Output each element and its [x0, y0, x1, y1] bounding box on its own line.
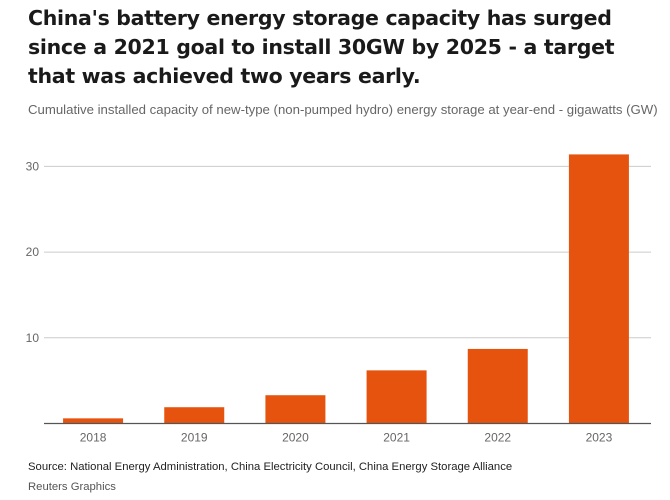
credit-note: Reuters Graphics: [28, 481, 116, 493]
chart-title: China's battery energy storage capacity …: [28, 6, 615, 88]
bar-chart: 10 20 30 2018 2019 2020 2021 2022 2023: [26, 154, 651, 445]
x-tick-label: 2018: [80, 431, 107, 445]
x-tick-label: 2022: [484, 431, 511, 445]
x-tick-labels: 2018 2019 2020 2021 2022 2023: [80, 431, 613, 445]
bar-2021: [366, 370, 427, 424]
bar-2019: [164, 407, 225, 424]
bar-2022: [467, 348, 528, 424]
bar-2018: [63, 418, 124, 424]
y-tick-label: 30: [26, 159, 40, 173]
y-tick-label: 10: [26, 331, 40, 345]
x-tick-label: 2019: [181, 431, 208, 445]
chart-subtitle: Cumulative installed capacity of new-typ…: [28, 102, 658, 117]
x-tick-label: 2021: [383, 431, 410, 445]
bars: [63, 154, 629, 424]
source-note: Source: National Energy Administration, …: [28, 461, 513, 473]
bar-2020: [265, 395, 326, 424]
x-tick-label: 2023: [586, 431, 613, 445]
x-tick-label: 2020: [282, 431, 309, 445]
bar-2023: [568, 154, 629, 424]
y-tick-label: 20: [26, 245, 40, 259]
gridlines: 10 20 30: [26, 159, 651, 345]
